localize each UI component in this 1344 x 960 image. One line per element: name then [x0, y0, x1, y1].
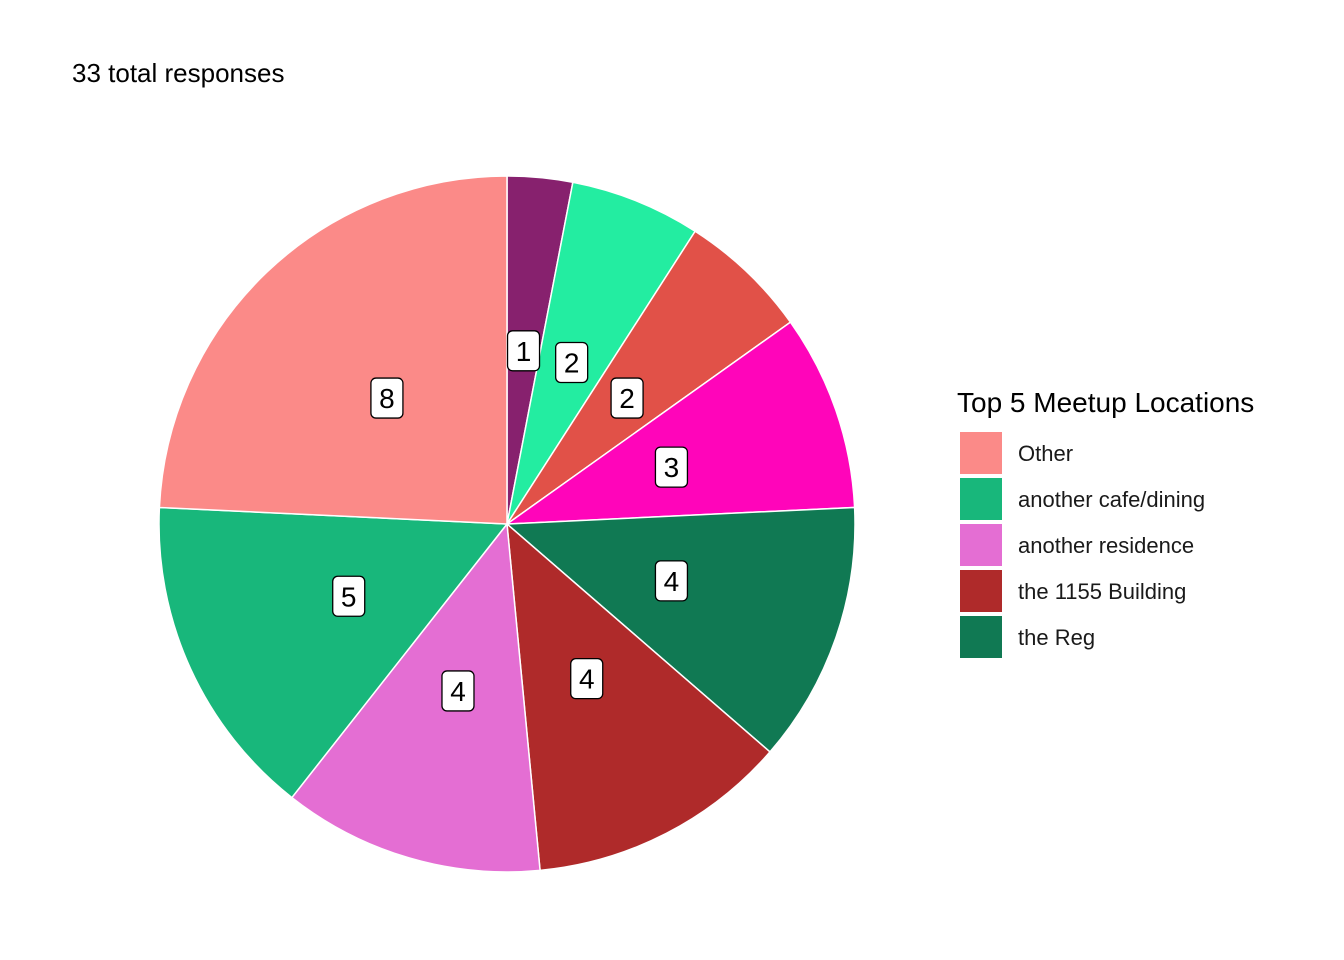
legend: Top 5 Meetup Locations Other another cafe…	[957, 387, 1254, 658]
chart-subtitle: 33 total responses	[72, 58, 284, 88]
slice-label-text: 4	[579, 664, 595, 695]
pie-slice-8	[158, 506, 509, 799]
slice-label-text: 3	[664, 452, 680, 483]
slice-label-5: 4	[654, 560, 689, 602]
legend-title: Top 5 Meetup Locations	[957, 387, 1254, 418]
slice-label-6: 4	[570, 658, 604, 700]
slice-label-box	[555, 341, 589, 384]
pie-slice-6	[506, 522, 772, 872]
legend-entry: Other	[960, 432, 1073, 474]
slice-label-text: 8	[379, 383, 395, 414]
legend-key	[960, 524, 1002, 566]
pie-slice-3	[506, 230, 792, 525]
pie-slices	[158, 175, 856, 873]
slice-label-box	[370, 377, 404, 419]
legend-entry: the Reg	[960, 616, 1095, 658]
pie-slice-2	[506, 181, 697, 525]
slice-label-9: 8	[370, 377, 404, 419]
slice-label-text: 1	[516, 336, 532, 367]
slice-label-7: 4	[441, 670, 475, 712]
legend-label: another cafe/dining	[1018, 487, 1205, 512]
slice-label-box	[610, 377, 644, 419]
legend-label: another residence	[1018, 533, 1194, 558]
slice-label-box	[332, 575, 366, 617]
slice-label-box	[570, 658, 604, 700]
pie-slice-4	[504, 321, 856, 525]
legend-key	[960, 570, 1002, 612]
slice-label-box	[506, 330, 541, 372]
legend-key	[960, 432, 1002, 474]
slice-label-8: 5	[332, 575, 366, 617]
legend-key	[960, 616, 1002, 658]
legend-label: the 1155 Building	[1018, 579, 1186, 604]
pie-slice-5	[505, 506, 856, 753]
slice-label-text: 4	[450, 676, 466, 707]
legend-key	[960, 478, 1002, 520]
pie-slice-7	[290, 522, 541, 873]
legend-entry: the 1155 Building	[960, 570, 1186, 612]
pie-labels: 1 2 2 3 4 4 4 5 8	[332, 330, 689, 712]
legend-entry: another residence	[960, 524, 1194, 566]
legend-label: Other	[1018, 441, 1073, 466]
legend-items: Other another cafe/dining another residenc…	[960, 432, 1205, 658]
slice-label-3: 2	[610, 377, 644, 419]
slice-label-text: 2	[564, 347, 580, 378]
slice-label-1: 1	[506, 330, 541, 372]
slice-label-box	[654, 446, 689, 488]
slice-label-box	[654, 560, 689, 602]
pie-slice-9	[158, 175, 508, 525]
slice-label-text: 5	[341, 581, 357, 612]
legend-entry: another cafe/dining	[960, 478, 1205, 520]
slice-label-text: 4	[664, 566, 680, 597]
legend-label: the Reg	[1018, 625, 1095, 650]
slice-label-text: 2	[619, 383, 635, 414]
slice-label-4: 3	[654, 446, 689, 488]
slice-label-box	[441, 670, 475, 712]
slice-label-2: 2	[555, 341, 589, 384]
